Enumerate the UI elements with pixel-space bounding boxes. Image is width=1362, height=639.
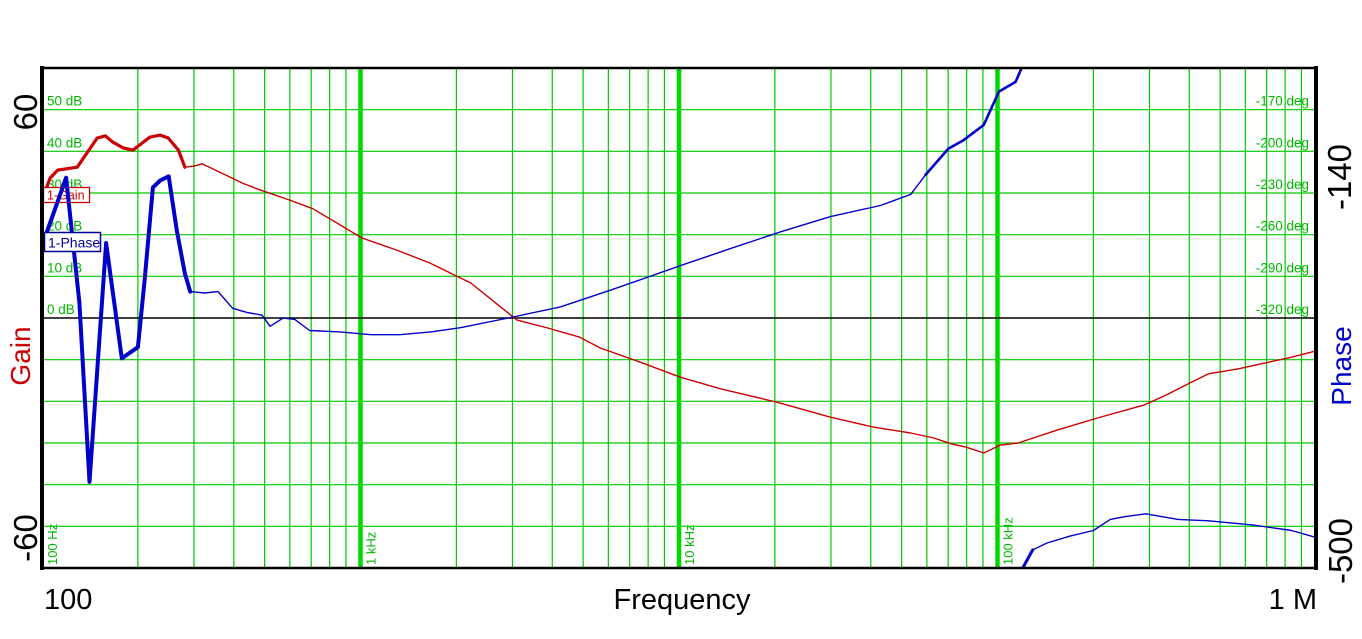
phase-legend-box	[43, 231, 102, 253]
phase-curve-thick-left	[41, 174, 193, 484]
phase-axis-max-tick: -140	[1321, 143, 1358, 211]
x-axis-max-tick: 1 M	[1268, 584, 1317, 616]
phase-deg-tick-label: -260 deg	[1256, 219, 1309, 234]
gain-db-tick-label: 40 dB	[47, 135, 82, 150]
phase-curve-wrapped	[1022, 513, 1317, 568]
curves: 1-Gain 1-Phase	[41, 68, 1317, 568]
gain-axis-max-tick: 60	[7, 93, 44, 131]
plot-frame	[40, 66, 1318, 570]
gain-db-tick-label: 0 dB	[47, 302, 75, 317]
gain-axis-title: Gain	[5, 326, 36, 386]
phase-deg-tick-label: -230 deg	[1256, 177, 1309, 192]
phase-curve-thick-climb	[924, 68, 1023, 177]
freq-decade-label: 100 Hz	[45, 524, 60, 565]
freq-decade-label: 100 kHz	[1001, 517, 1016, 565]
phase-axis-min-tick: -500	[1322, 517, 1359, 585]
phase-axis-title: Phase	[1326, 326, 1357, 406]
x-axis-min-tick: 100	[44, 584, 93, 616]
freq-decade-label: 1 kHz	[364, 532, 379, 565]
gain-legend-label: 1-Gain	[47, 189, 85, 203]
phase-deg-tick-label: -200 deg	[1256, 135, 1309, 150]
phase-curve-wrapped-thick	[1021, 548, 1035, 568]
gain-axis-min-tick: -60	[7, 514, 44, 562]
x-axis-title: Frequency	[613, 584, 751, 616]
phase-deg-tick-label: -290 deg	[1256, 260, 1309, 275]
phase-deg-tick-label: -170 deg	[1256, 94, 1309, 109]
gain-curve-thick	[41, 133, 187, 202]
phase-legend-label: 1-Phase	[48, 235, 100, 251]
gain-db-tick-label: 50 dB	[47, 94, 82, 109]
phase-curve	[41, 68, 1023, 483]
freq-decade-label: 10 kHz	[682, 525, 697, 565]
phase-deg-tick-label: -320 deg	[1256, 302, 1309, 317]
